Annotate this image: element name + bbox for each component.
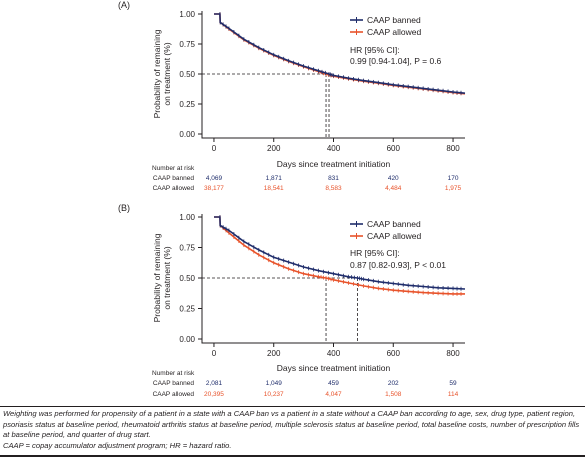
y-tick-label: 0.00 (179, 335, 195, 344)
series-line-caap-banned (214, 13, 466, 94)
x-tick-label: 0 (212, 144, 217, 153)
km-panel-a: (A) 0.00 0.25 0.50 0.75 1.00 0 200 400 600 800 Days… (118, 0, 466, 192)
risk-cell-value: 114 (448, 391, 459, 398)
panel-label: (A) (118, 0, 130, 10)
x-tick-label: 200 (267, 144, 281, 153)
x-tick-label: 0 (212, 349, 217, 358)
y-tick-label: 0.75 (179, 244, 195, 253)
risk-row-label: CAAP allowed (153, 185, 195, 192)
series-line-caap-allowed (214, 13, 466, 95)
risk-cell-value: 831 (328, 175, 339, 182)
risk-cell-value: 38,177 (204, 185, 224, 192)
y-tick-label: 0.25 (179, 100, 195, 109)
risk-cell-value: 170 (448, 175, 459, 182)
x-tick-label: 600 (387, 349, 401, 358)
legend-label: CAAP allowed (367, 231, 421, 241)
y-tick-label: 0.25 (179, 305, 195, 314)
risk-cell-value: 8,583 (325, 185, 342, 192)
risk-cell-value: 1,508 (385, 391, 402, 398)
risk-cell-value: 1,871 (266, 175, 283, 182)
y-tick-label: 0.00 (179, 130, 195, 139)
legend-label: CAAP banned (367, 15, 421, 25)
y-axis-label-line: Probability of remaining (152, 29, 162, 118)
series-line-caap-allowed (214, 216, 465, 295)
km-figure: (A) 0.00 0.25 0.50 0.75 1.00 0 200 400 600 800 Days… (118, 0, 466, 398)
hr-annotation: 0.87 [0.82-0.93], P < 0.01 (350, 260, 446, 270)
y-tick-label: 0.50 (179, 274, 195, 283)
risk-table-title: Number at risk (152, 165, 195, 172)
x-tick-label: 800 (446, 144, 460, 153)
risk-cell-value: 20,395 (204, 391, 224, 398)
y-tick-label: 1.00 (179, 213, 195, 222)
axes-frame (201, 11, 465, 139)
x-tick-label: 400 (327, 349, 341, 358)
y-axis-label-line: on treatment (%) (162, 42, 172, 105)
x-tick-label: 800 (446, 349, 460, 358)
legend-label: CAAP allowed (367, 27, 421, 37)
hr-annotation: HR [95% CI]: (350, 45, 400, 55)
y-axis-label: Probability of remainingon treatment (%) (152, 233, 172, 322)
footnote-top-rule (0, 406, 585, 407)
risk-cell-value: 459 (328, 380, 339, 387)
risk-cell-value: 4,047 (325, 391, 342, 398)
footnote-abbreviations-text: CAAP = copay accumulator adjustment prog… (3, 440, 232, 450)
risk-cell-value: 4,069 (206, 175, 223, 182)
y-tick-label: 0.50 (179, 70, 195, 79)
hr-annotation: HR [95% CI]: (350, 248, 400, 258)
risk-row-label: CAAP banned (153, 175, 194, 182)
y-axis-label-line: Probability of remaining (152, 233, 162, 322)
risk-cell-value: 10,237 (264, 391, 284, 398)
legend-label: CAAP banned (367, 219, 421, 229)
footnote: Weighting was performed for propensity o… (3, 409, 581, 451)
x-tick-label: 400 (327, 144, 341, 153)
risk-cell-value: 2,081 (206, 380, 223, 387)
panel-label: (B) (118, 203, 130, 213)
hr-annotation: 0.99 [0.94-1.04], P = 0.6 (350, 56, 442, 66)
risk-table-title: Number at risk (152, 370, 195, 377)
x-tick-label: 200 (267, 349, 281, 358)
axes-frame (201, 214, 465, 344)
x-tick-label: 600 (387, 144, 401, 153)
footnote-weighting-text: Weighting was performed for propensity o… (3, 409, 580, 440)
x-axis-label: Days since treatment initiation (277, 159, 391, 169)
risk-cell-value: 202 (388, 380, 399, 387)
risk-row-label: CAAP banned (153, 380, 194, 387)
y-axis-label-line: on treatment (%) (162, 246, 172, 309)
x-axis-label: Days since treatment initiation (277, 363, 391, 373)
y-axis-label: Probability of remainingon treatment (%) (152, 29, 172, 118)
risk-cell-value: 18,541 (264, 185, 284, 192)
risk-row-label: CAAP allowed (153, 391, 195, 398)
y-tick-label: 0.75 (179, 40, 195, 49)
risk-cell-value: 420 (388, 175, 399, 182)
footnote-bottom-rule (0, 455, 585, 457)
y-tick-label: 1.00 (179, 10, 195, 19)
risk-cell-value: 4,484 (385, 185, 402, 192)
risk-cell-value: 59 (449, 380, 457, 387)
risk-cell-value: 1,049 (266, 380, 283, 387)
km-panel-b: (B) 0.00 0.25 0.50 0.75 1.00 0 200 400 600 800 Days… (118, 203, 466, 398)
risk-cell-value: 1,975 (445, 185, 462, 192)
